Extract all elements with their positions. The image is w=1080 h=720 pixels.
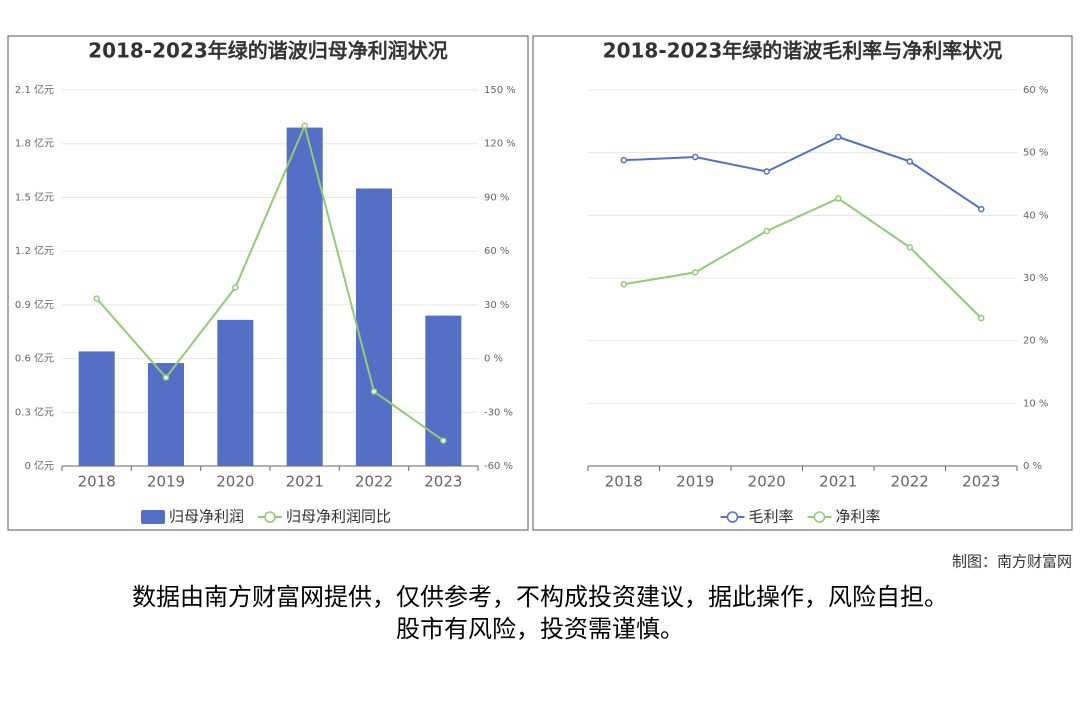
legend-swatch [264, 511, 276, 523]
y-tick-label: 1.8 亿元 [15, 137, 54, 150]
line-point [763, 227, 770, 235]
legend-swatch [141, 510, 165, 524]
bar [78, 351, 115, 466]
line-point [232, 284, 239, 291]
legend-label: 净利率 [836, 508, 881, 526]
y2-tick-label: 30 % [484, 300, 509, 311]
x-tick-label: 2021 [286, 473, 324, 491]
legend-swatch [726, 511, 739, 523]
x-tick-label: 2020 [216, 473, 254, 491]
line-point [906, 158, 913, 165]
y2-tick-label: -30 % [484, 407, 513, 418]
y2-tick-label: 10 % [1023, 398, 1048, 409]
y-tick-label: 1.5 亿元 [15, 190, 54, 203]
y-tick-label: 2.1 亿元 [15, 83, 54, 96]
y-tick-label: 0.3 亿元 [15, 405, 54, 418]
y2-tick-label: 40 % [1023, 210, 1048, 221]
panel [7, 35, 529, 531]
x-tick-label: 2023 [962, 473, 1000, 491]
y2-tick-label: 90 % [484, 192, 509, 203]
line [623, 197, 982, 319]
chart-title: 2018-2023年绿的谐波归母净利润状况 [88, 39, 448, 63]
disclaimer-line: 股市有风险，投资需谨慎。 [396, 615, 684, 643]
panel [532, 35, 1073, 531]
y2-tick-label: 60 % [1023, 85, 1048, 96]
line-point [978, 314, 985, 322]
line-point [906, 244, 913, 251]
line-point [692, 153, 699, 161]
line-point [93, 295, 100, 302]
y-tick-label: 0 亿元 [24, 459, 54, 472]
legend-label: 归母净利润 [169, 508, 244, 526]
line [95, 122, 444, 442]
y2-tick-label: 150 % [484, 85, 516, 96]
x-tick-label: 2018 [605, 473, 643, 491]
x-tick-label: 2019 [676, 473, 714, 491]
line-point [835, 133, 842, 141]
line-point [162, 374, 170, 381]
x-tick-label: 2021 [819, 473, 857, 491]
legend-label: 毛利率 [749, 508, 794, 526]
y2-tick-label: -60 % [484, 461, 513, 472]
chart-title: 2018-2023年绿的谐波毛利率与净利率状况 [603, 39, 1003, 63]
disclaimer-line: 数据由南方财富网提供，仅供参考，不构成投资建议，据此操作，风险自担。 [132, 583, 948, 611]
line-point [835, 195, 842, 202]
x-tick-label: 2020 [748, 473, 786, 491]
x-tick-label: 2023 [424, 473, 462, 491]
line-point [301, 122, 308, 130]
line-point [978, 205, 985, 213]
y-tick-label: 1.2 亿元 [15, 244, 54, 257]
line-point [370, 388, 378, 395]
y2-tick-label: 30 % [1023, 273, 1048, 284]
line-point [620, 281, 627, 288]
y2-tick-label: 20 % [1023, 336, 1048, 347]
line-point [692, 269, 699, 276]
bar [286, 127, 323, 466]
y2-tick-label: 50 % [1023, 148, 1048, 159]
x-tick-label: 2018 [78, 473, 116, 491]
y-tick-label: 0.9 亿元 [15, 298, 54, 311]
line-point [620, 156, 627, 164]
legend-swatch [813, 511, 826, 523]
line [623, 135, 982, 210]
y2-tick-label: 0 % [484, 354, 503, 365]
y2-tick-label: 60 % [484, 246, 509, 257]
x-tick-label: 2022 [355, 473, 393, 491]
bar [355, 188, 393, 466]
bar [217, 319, 254, 466]
y2-tick-label: 120 % [484, 139, 516, 150]
legend-label: 归母净利润同比 [286, 508, 391, 526]
y-tick-label: 0.6 亿元 [15, 352, 54, 365]
credit: 制图：南方财富网 [952, 553, 1072, 571]
y2-tick-label: 0 % [1023, 461, 1042, 472]
x-tick-label: 2019 [147, 473, 185, 491]
line-point [440, 437, 447, 444]
line-point [763, 168, 770, 175]
x-tick-label: 2022 [891, 473, 929, 491]
